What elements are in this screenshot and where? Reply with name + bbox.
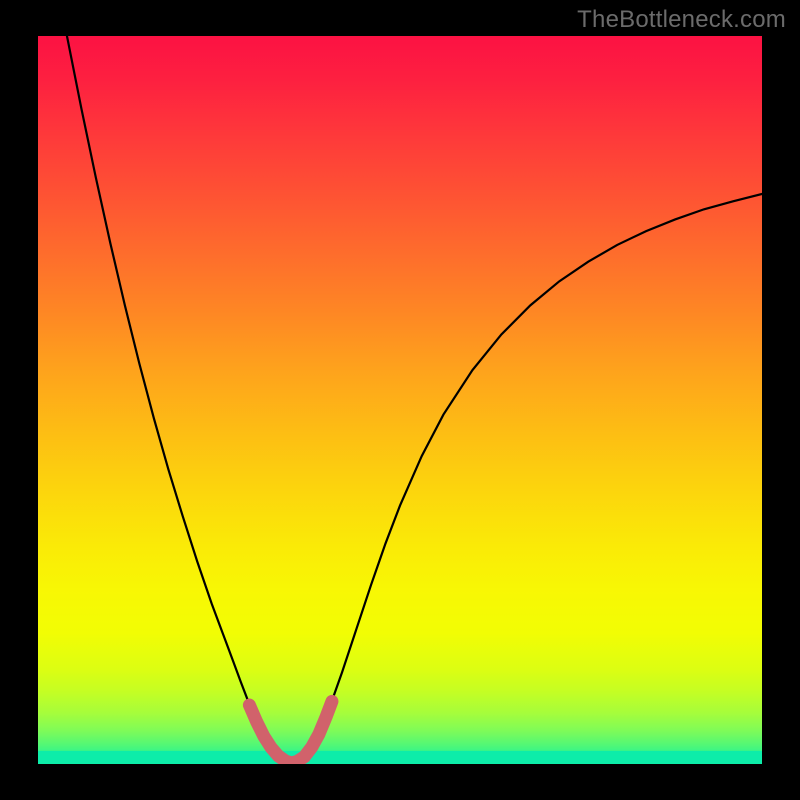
min-band	[38, 751, 762, 764]
plot-svg	[38, 36, 762, 764]
plot-area	[38, 36, 762, 764]
watermark-text: TheBottleneck.com	[577, 6, 786, 34]
gradient-background	[38, 36, 762, 764]
chart-canvas: TheBottleneck.com	[0, 0, 800, 800]
